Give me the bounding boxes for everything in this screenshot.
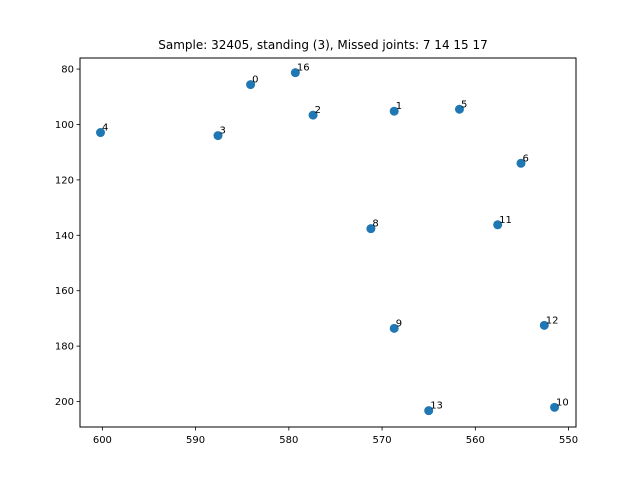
data-point — [96, 128, 106, 138]
x-tick-label: 580 — [279, 435, 298, 446]
chart-title: Sample: 32405, standing (3), Missed join… — [158, 38, 488, 52]
point-label: 5 — [461, 99, 467, 110]
data-point — [454, 104, 464, 114]
y-tick-label: 200 — [55, 397, 74, 408]
point-label: 4 — [102, 123, 108, 134]
x-tick-label: 560 — [466, 435, 485, 446]
data-point — [550, 402, 560, 412]
y-tick-label: 180 — [55, 342, 74, 353]
data-point — [424, 406, 434, 416]
x-axis: 600 590 580 570 560 550 — [93, 427, 578, 446]
point-label: 11 — [499, 215, 512, 226]
data-point — [366, 224, 376, 234]
point-label: 12 — [546, 315, 559, 326]
point-label: 6 — [522, 153, 528, 164]
data-point — [493, 220, 503, 230]
point-label: 16 — [297, 63, 310, 74]
point-label: 1 — [396, 101, 402, 112]
y-tick-label: 80 — [61, 65, 74, 76]
y-axis: 80 100 120 140 160 180 200 — [55, 65, 80, 408]
data-point — [290, 68, 300, 78]
x-tick-label: 570 — [373, 435, 392, 446]
x-tick-label: 600 — [93, 435, 112, 446]
point-label: 13 — [430, 401, 443, 412]
data-point — [213, 131, 223, 141]
data-point — [516, 158, 526, 168]
plot-frame — [79, 57, 577, 428]
point-label: 10 — [556, 397, 569, 408]
x-tick-label: 590 — [186, 435, 205, 446]
y-tick-label: 120 — [55, 175, 74, 186]
point-label: 0 — [252, 75, 258, 86]
point-label: 9 — [396, 318, 402, 329]
y-tick-label: 100 — [55, 120, 74, 131]
data-point — [539, 320, 549, 330]
data-point — [246, 80, 256, 90]
y-tick-label: 140 — [55, 231, 74, 242]
y-tick-label: 160 — [55, 286, 74, 297]
point-label: 3 — [219, 126, 225, 137]
x-tick-label: 550 — [559, 435, 578, 446]
data-point — [308, 110, 318, 120]
point-label: 8 — [372, 219, 378, 230]
data-point — [389, 323, 399, 333]
point-label: 2 — [315, 105, 321, 116]
data-point — [389, 106, 399, 116]
